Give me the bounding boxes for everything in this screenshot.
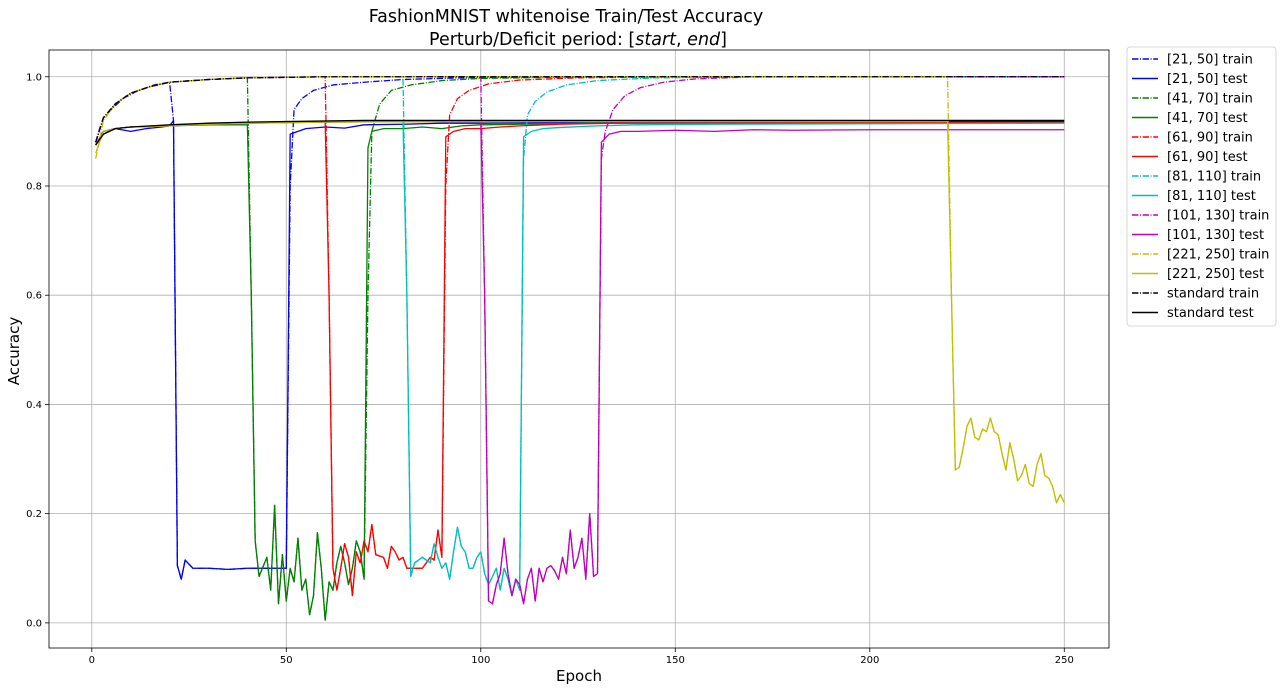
series-line-standard-train [95, 76, 1065, 143]
legend-label: [101, 130] test [1167, 228, 1264, 243]
plot-frame [48, 49, 1110, 649]
legend: [21, 50] train [21, 50] test [41, 70] trai… [1126, 46, 1277, 327]
chart-subtitle: Perturb/Deficit period: [start, end] [429, 30, 727, 50]
legend-label: [61, 90] test [1167, 150, 1248, 165]
legend-label: [21, 50] train [1167, 53, 1253, 68]
axis-ticks: 0 50 100 150 200 250 0.0 0.2 0.4 0.6 0.8 1.0 [26, 72, 1074, 666]
legend-label: [41, 70] test [1167, 111, 1248, 126]
legend-label: [221, 250] test [1167, 267, 1264, 282]
x-axis-label: Epoch [556, 667, 602, 685]
x-tick-label: 50 [280, 655, 293, 666]
series-layer [95, 76, 1065, 621]
series-line-221-250-test [95, 120, 1065, 504]
legend-label: standard test [1167, 306, 1254, 321]
y-tick-label: 1.0 [26, 72, 42, 83]
x-tick-label: 150 [666, 655, 685, 666]
series-line-21-50-train [95, 76, 1065, 580]
y-axis-label: Accuracy [5, 317, 23, 386]
chart-title: FashionMNIST whitenoise Train/Test Accur… [369, 7, 764, 27]
legend-label: [41, 70] train [1167, 92, 1253, 107]
y-tick-label: 0.4 [26, 400, 42, 411]
legend-label: [21, 50] test [1167, 72, 1248, 87]
legend-label: [81, 110] train [1167, 170, 1261, 185]
x-tick-label: 100 [471, 655, 490, 666]
legend-frame [1126, 46, 1277, 327]
x-tick-label: 0 [89, 655, 95, 666]
legend-label: [221, 250] train [1167, 248, 1269, 263]
y-tick-label: 0.8 [26, 181, 42, 192]
legend-label: [101, 130] train [1167, 209, 1269, 224]
x-tick-label: 200 [860, 655, 879, 666]
x-tick-label: 250 [1055, 655, 1074, 666]
series-line-21-50-test [95, 119, 1065, 580]
series-line-41-70-test [95, 121, 1065, 621]
y-tick-label: 0.2 [26, 509, 42, 520]
legend-label: [81, 110] test [1167, 189, 1256, 204]
y-tick-label: 0.6 [26, 291, 42, 302]
y-tick-label: 0.0 [26, 618, 42, 629]
legend-label: standard train [1167, 287, 1259, 302]
series-line-standard-test [95, 119, 1065, 146]
legend-label: [61, 90] train [1167, 131, 1253, 146]
